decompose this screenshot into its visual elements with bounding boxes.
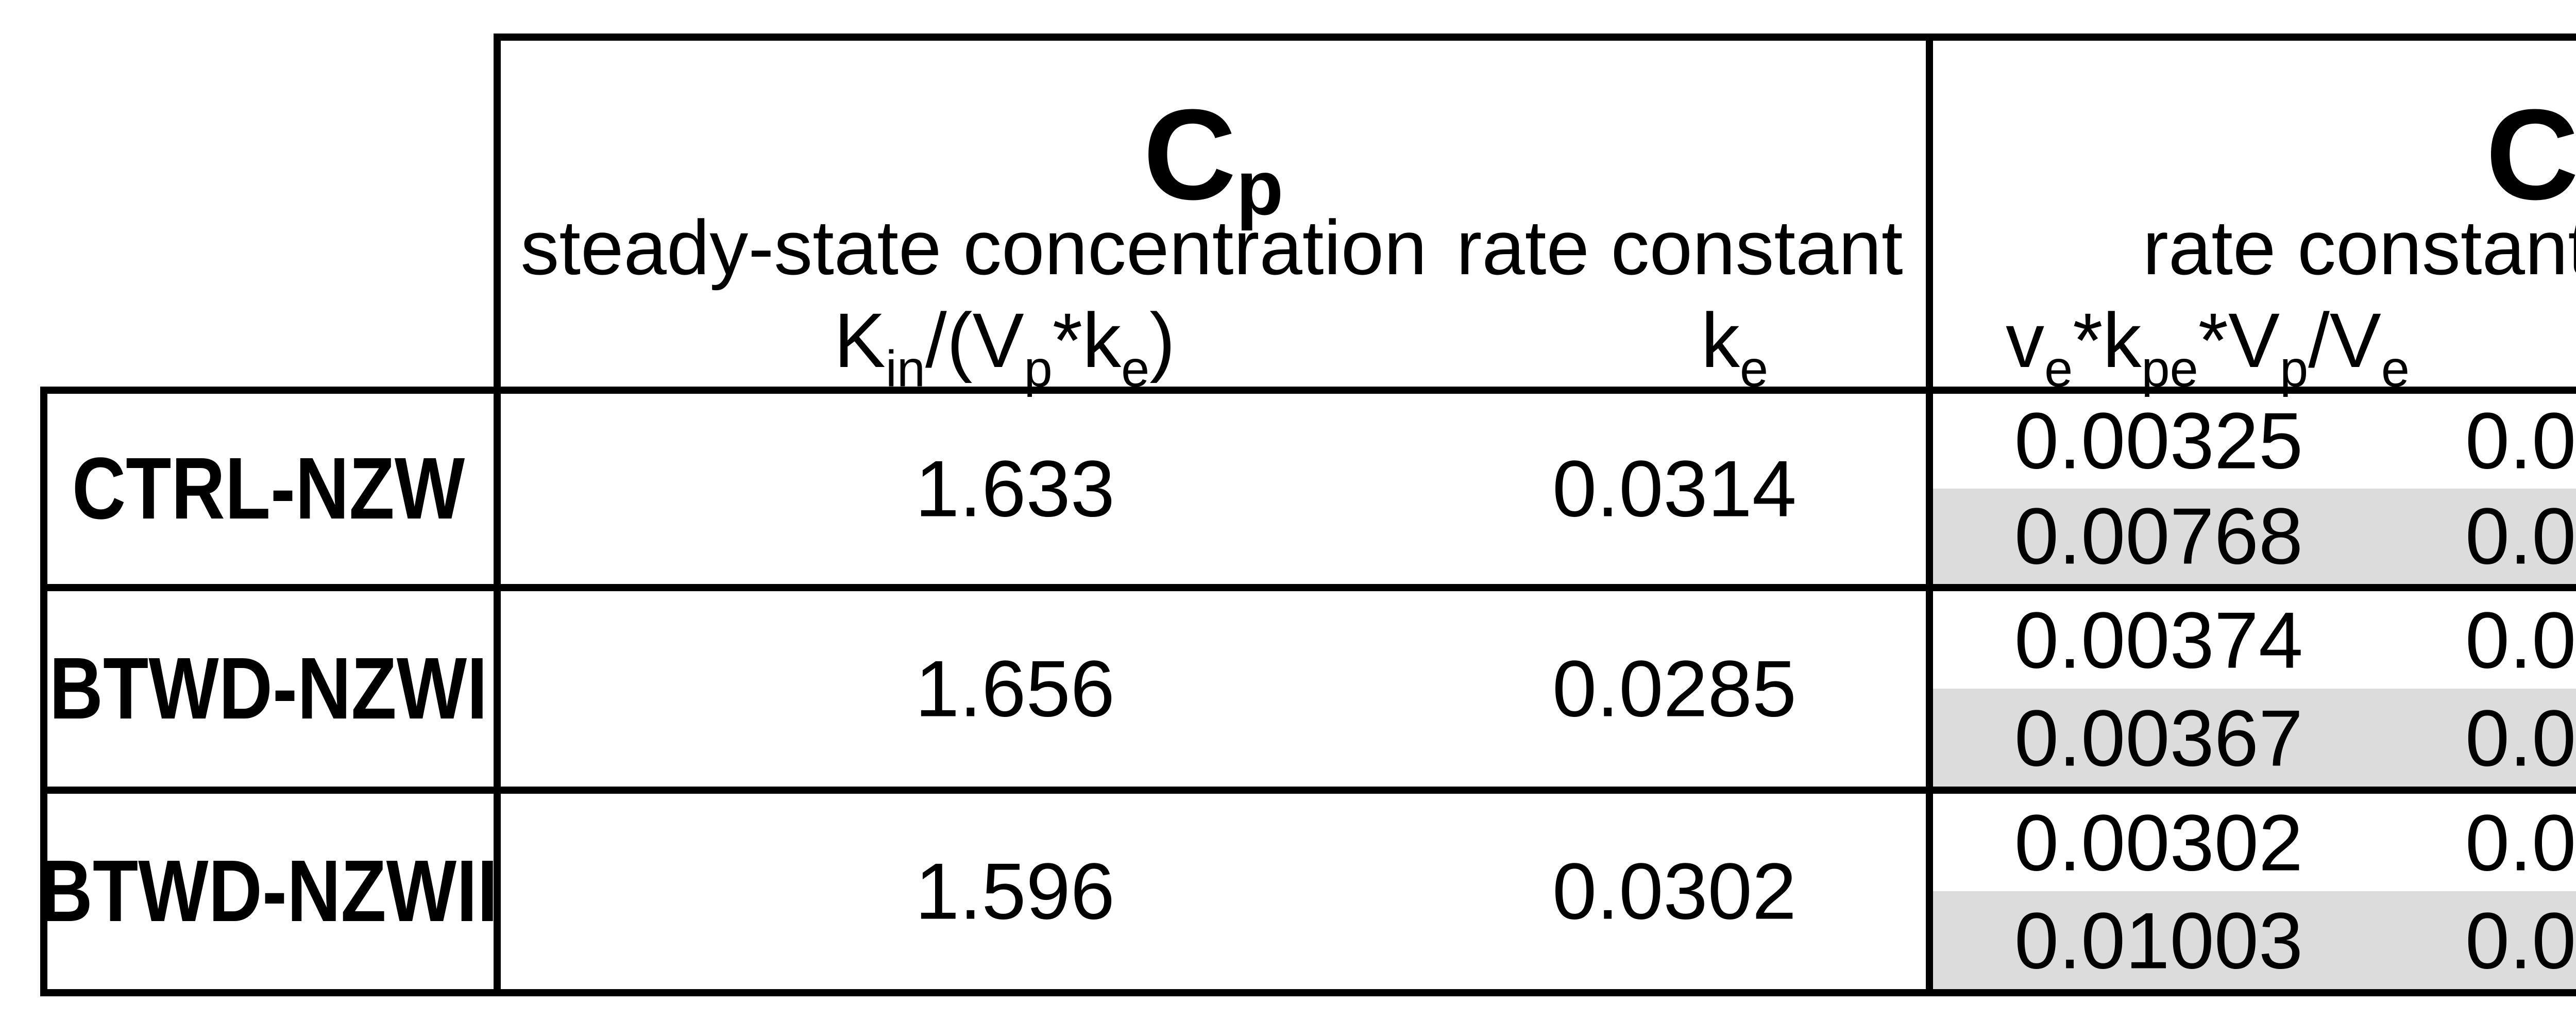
- f-kin-p2: /(V: [925, 297, 1024, 383]
- cell-vekpe-row0-sub1: 0.00768: [2014, 491, 2303, 581]
- f-vekpe-p4: /V: [2308, 297, 2381, 383]
- f-vekpe-s4: e: [2381, 340, 2410, 397]
- cell-kep-row1-sub1: 0.03779: [2465, 693, 2576, 783]
- border-header-top: [494, 34, 2576, 41]
- border-table-bottom: [40, 989, 2576, 996]
- cell-kep-row0-sub1: 0.04059: [2465, 491, 2576, 581]
- f-vekpe-s2: pe: [2141, 340, 2198, 397]
- cell-vekpe-row2-sub0: 0.00302: [2014, 798, 2303, 888]
- cell-kep-row2-sub1: 0.02451: [2465, 896, 2576, 985]
- ct-col1-formula: ve*kpe*Vp/Ve: [2006, 302, 2410, 394]
- border-header-bottom: [40, 387, 2576, 394]
- f-kin-p3: *k: [1052, 297, 1122, 383]
- row-label-btwd-nzwi: BTWD-NZWI: [49, 640, 488, 738]
- cp-col2-formula: ke: [1701, 302, 1768, 394]
- cell-kep-row2-sub0: 0.00460: [2465, 798, 2576, 888]
- f-vekpe-s3: p: [2280, 340, 2309, 397]
- f-kin-p4: ): [1149, 297, 1176, 383]
- cell-kep-row1-sub0: 0.03610: [2465, 595, 2576, 685]
- ct-section-title: Ct: [2486, 90, 2576, 219]
- cp-section-title: Cp: [1143, 90, 1283, 227]
- cell-vekpe-row0-sub0: 0.00325: [2014, 396, 2303, 486]
- cell-conc-row0: 1.633: [915, 444, 1115, 533]
- shaded-band-group2: [1933, 689, 2576, 787]
- border-group2-bottom: [40, 787, 2576, 794]
- cell-ke-row1: 0.0285: [1552, 644, 1797, 733]
- cp-col1-formula: Kin/(Vp*ke): [834, 302, 1175, 394]
- border-cp-ct-divider: [1926, 34, 1933, 996]
- f-vekpe-p2: *k: [2073, 297, 2142, 383]
- border-left-edge: [40, 387, 47, 996]
- f-vekpe-p3: *V: [2198, 297, 2280, 383]
- cp-symbol-main: C: [1143, 82, 1236, 226]
- shaded-band-group3: [1933, 891, 2576, 989]
- cp-col2-header: rate constant: [1456, 204, 1903, 291]
- border-labelcol-right: [494, 34, 501, 996]
- cell-conc-row2: 1.596: [915, 846, 1115, 936]
- cell-vekpe-row2-sub1: 0.01003: [2014, 896, 2303, 985]
- ct-rate-header: rate constants: [2142, 204, 2576, 291]
- f-ke-s1: e: [1739, 340, 1769, 397]
- row-label-btwd-nzwii: BTWD-NZWII: [39, 842, 498, 940]
- shaded-band-group1: [1933, 489, 2576, 584]
- border-group1-bottom: [40, 584, 2576, 591]
- cp-col1-header: steady-state concentration: [520, 204, 1427, 291]
- cell-ke-row2: 0.0302: [1552, 846, 1797, 936]
- cell-vekpe-row1-sub1: 0.00367: [2014, 693, 2303, 783]
- f-kin-p1: K: [834, 297, 886, 383]
- row-label-ctrl-nzw: CTRL-NZW: [72, 440, 465, 538]
- cp-symbol-sub: p: [1236, 144, 1284, 231]
- f-kin-s3: e: [1121, 340, 1150, 397]
- f-vekpe-p1: v: [2006, 297, 2045, 383]
- cell-conc-row1: 1.656: [915, 644, 1115, 733]
- f-vekpe-s1: e: [2044, 340, 2073, 397]
- cell-kep-row0-sub0: 0.00636: [2465, 396, 2576, 486]
- f-kin-s1: in: [885, 340, 925, 397]
- f-kin-s2: p: [1024, 340, 1053, 397]
- f-ke-p1: k: [1701, 297, 1740, 383]
- ct-symbol-main: C: [2485, 82, 2576, 226]
- cell-vekpe-row1-sub0: 0.00374: [2014, 595, 2303, 685]
- cell-ke-row0: 0.0314: [1552, 444, 1797, 533]
